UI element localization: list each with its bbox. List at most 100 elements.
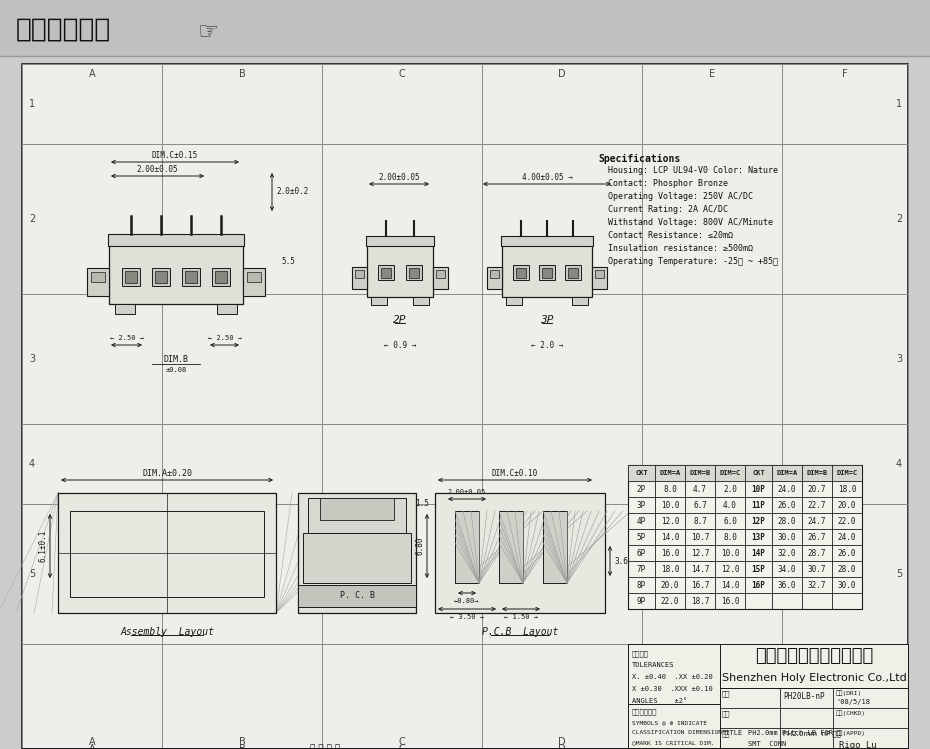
- Bar: [628, 465, 862, 609]
- Text: 4.7: 4.7: [693, 485, 707, 494]
- Text: ○MARK IS CRITICAL DIM.: ○MARK IS CRITICAL DIM.: [632, 740, 714, 745]
- Text: 图号: 图号: [722, 710, 730, 717]
- Text: 5.5: 5.5: [281, 258, 295, 267]
- Bar: [487, 267, 502, 289]
- Text: DIM=B: DIM=B: [689, 470, 711, 476]
- Bar: [58, 493, 276, 613]
- Text: 28.0: 28.0: [838, 565, 857, 574]
- Text: 14.7: 14.7: [691, 565, 710, 574]
- Text: 5P: 5P: [637, 533, 646, 542]
- Text: 1.5: 1.5: [415, 499, 429, 508]
- Text: A: A: [88, 737, 95, 747]
- Text: '08/5/18: '08/5/18: [836, 699, 870, 705]
- Text: 24.7: 24.7: [808, 517, 826, 526]
- Text: 工程: 工程: [722, 690, 730, 697]
- Text: 3P: 3P: [637, 500, 646, 509]
- Bar: [366, 236, 434, 246]
- Text: D: D: [558, 69, 565, 79]
- Text: 12.7: 12.7: [691, 548, 710, 557]
- Bar: [122, 268, 140, 286]
- Text: DIM.C±0.15: DIM.C±0.15: [152, 151, 198, 160]
- Bar: [320, 498, 394, 520]
- Bar: [185, 271, 197, 283]
- Bar: [499, 511, 523, 583]
- Text: 32.7: 32.7: [808, 580, 826, 589]
- Text: 2: 2: [29, 214, 35, 224]
- Text: 3: 3: [896, 354, 902, 364]
- Text: DIM.B: DIM.B: [164, 356, 189, 365]
- Text: 在线图纸下载: 在线图纸下载: [16, 17, 112, 43]
- Text: E: E: [709, 737, 715, 747]
- Text: Housing: LCP UL94-V0 Color: Nature: Housing: LCP UL94-V0 Color: Nature: [598, 166, 778, 175]
- Text: F: F: [843, 737, 848, 747]
- Bar: [490, 270, 499, 278]
- Text: 8.7: 8.7: [693, 517, 707, 526]
- Text: Current Rating: 2A AC/DC: Current Rating: 2A AC/DC: [598, 205, 728, 214]
- Bar: [87, 268, 109, 296]
- Bar: [539, 265, 555, 280]
- Text: D: D: [558, 744, 565, 749]
- Text: 2.00±0.05: 2.00±0.05: [448, 489, 486, 495]
- Text: Operating Temperature: -25℃ ~ +85℃: Operating Temperature: -25℃ ~ +85℃: [598, 257, 778, 266]
- Text: A: A: [88, 69, 95, 79]
- Text: 8.0: 8.0: [663, 485, 677, 494]
- Text: Rigo Lu: Rigo Lu: [839, 741, 877, 749]
- Text: PH20LB-nP: PH20LB-nP: [783, 692, 825, 701]
- Bar: [182, 268, 200, 286]
- Text: E: E: [709, 69, 715, 79]
- Text: 制图(DRI): 制图(DRI): [836, 690, 862, 696]
- Text: 4: 4: [29, 459, 35, 469]
- Text: 14.0: 14.0: [721, 580, 739, 589]
- Text: P. C. B: P. C. B: [339, 592, 375, 601]
- Text: 30.7: 30.7: [808, 565, 826, 574]
- Text: TOLERANCES: TOLERANCES: [632, 662, 674, 668]
- Text: 6.0: 6.0: [723, 517, 737, 526]
- Text: DIM.A±0.20: DIM.A±0.20: [142, 469, 192, 478]
- Text: ANGLES    ±2°: ANGLES ±2°: [632, 698, 687, 704]
- Text: 修 改 记 录: 修 改 记 录: [310, 744, 340, 749]
- Bar: [355, 270, 364, 278]
- Text: 5: 5: [896, 569, 902, 579]
- Bar: [378, 265, 394, 280]
- Bar: [371, 297, 387, 305]
- Text: B: B: [239, 69, 246, 79]
- Text: 核准(APPD): 核准(APPD): [836, 730, 866, 736]
- Text: ← 1.50 →: ← 1.50 →: [504, 614, 538, 620]
- Text: 30.0: 30.0: [838, 580, 857, 589]
- Text: C: C: [399, 737, 405, 747]
- Bar: [303, 533, 411, 583]
- Text: F: F: [843, 69, 848, 79]
- Text: 24.0: 24.0: [838, 533, 857, 542]
- Text: DIM=C: DIM=C: [836, 470, 857, 476]
- Bar: [595, 270, 604, 278]
- Text: 8P: 8P: [637, 580, 646, 589]
- Bar: [409, 268, 419, 278]
- Text: 26.0: 26.0: [777, 500, 796, 509]
- Text: 2P: 2P: [637, 485, 646, 494]
- Text: 1: 1: [896, 99, 902, 109]
- Text: ← 2.0 →: ← 2.0 →: [531, 341, 564, 350]
- Bar: [406, 265, 422, 280]
- Bar: [720, 688, 908, 748]
- Bar: [413, 297, 429, 305]
- Bar: [108, 234, 244, 246]
- Text: P.C.B  Layout: P.C.B Layout: [482, 627, 558, 637]
- Bar: [436, 270, 445, 278]
- Text: 18.0: 18.0: [838, 485, 857, 494]
- Text: A: A: [88, 744, 95, 749]
- Text: 20.0: 20.0: [838, 500, 857, 509]
- Text: 22.7: 22.7: [808, 500, 826, 509]
- Bar: [572, 297, 588, 305]
- Bar: [543, 511, 567, 583]
- Text: C: C: [399, 69, 405, 79]
- Bar: [628, 748, 908, 749]
- Text: 18.0: 18.0: [660, 565, 679, 574]
- Bar: [352, 267, 367, 289]
- Text: DIM=B: DIM=B: [806, 470, 828, 476]
- Bar: [217, 304, 237, 314]
- Bar: [308, 498, 406, 533]
- Text: CKT: CKT: [752, 470, 764, 476]
- Text: 28.0: 28.0: [777, 517, 796, 526]
- Text: 4.00±0.05 →: 4.00±0.05 →: [522, 172, 573, 181]
- Text: 16.0: 16.0: [721, 596, 739, 605]
